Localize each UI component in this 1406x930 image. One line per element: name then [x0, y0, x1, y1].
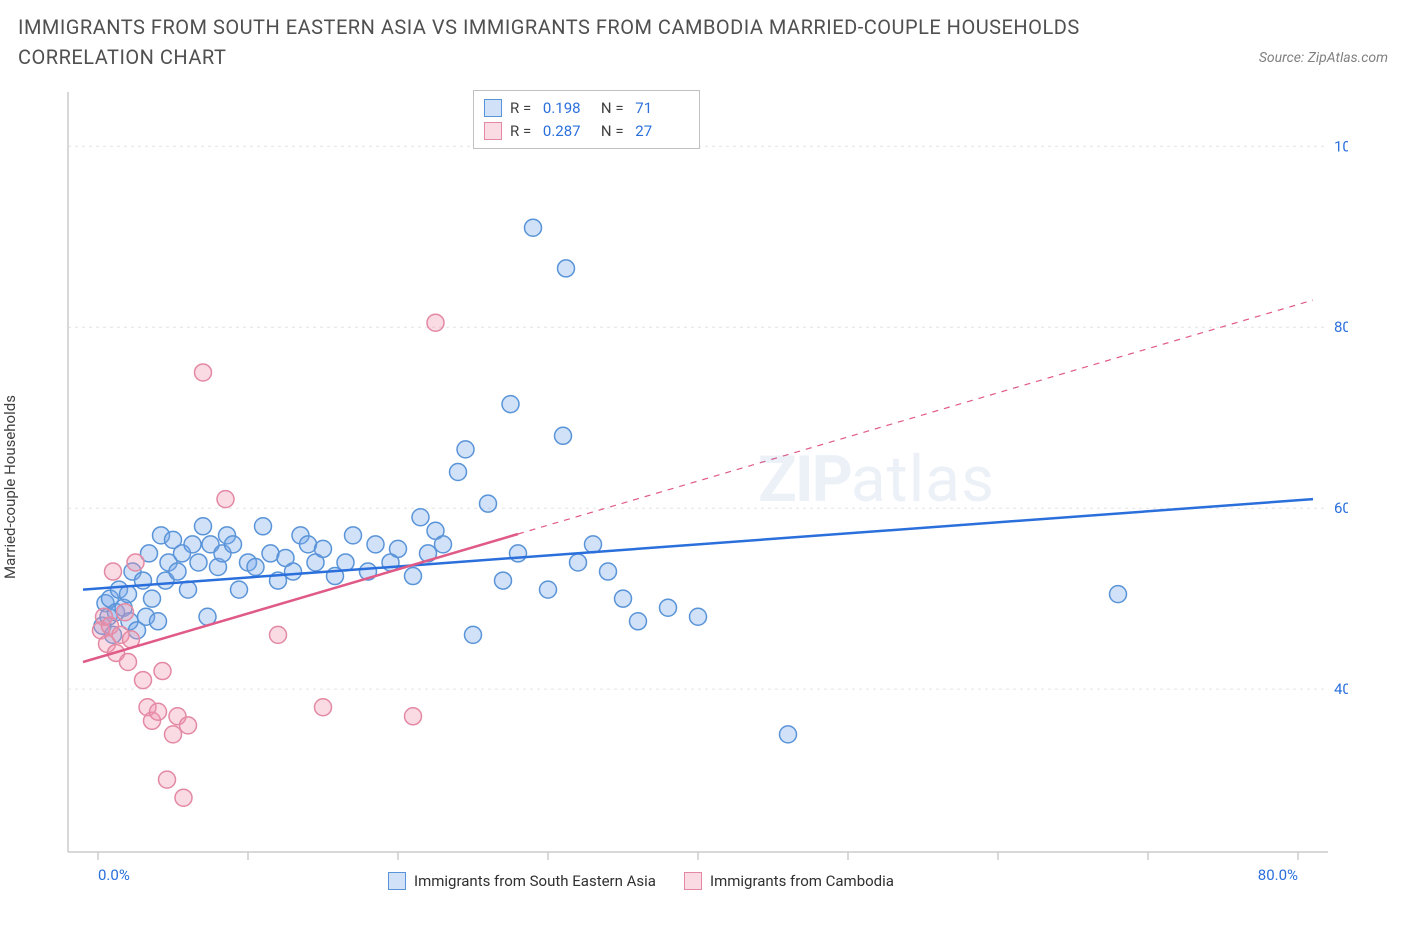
correlation-legend: R = 0.198N = 71R = 0.287N = 27	[473, 90, 700, 149]
chart-title: IMMIGRANTS FROM SOUTH EASTERN ASIA VS IM…	[18, 12, 1138, 72]
svg-text:60.0%: 60.0%	[1334, 499, 1348, 517]
series-legend: Immigrants from South Eastern Asia Immigr…	[388, 872, 894, 890]
series-legend-item: Immigrants from South Eastern Asia	[388, 872, 656, 890]
y-axis-label: Married-couple Households	[1, 395, 19, 579]
series-legend-item: Immigrants from Cambodia	[684, 872, 894, 890]
chart-container: Married-couple Households 40.0%60.0%80.0…	[18, 82, 1388, 892]
svg-text:80.0%: 80.0%	[1334, 318, 1348, 336]
svg-text:0.0%: 0.0%	[98, 866, 130, 884]
scatter-chart: 40.0% 60.0% 80.0% 100.0% 0.0% 80.0%	[18, 82, 1348, 892]
svg-text:80.0%: 80.0%	[1258, 866, 1298, 884]
legend-row: R = 0.198N = 71	[484, 97, 685, 120]
legend-row: R = 0.287N = 27	[484, 120, 685, 143]
svg-text:40.0%: 40.0%	[1334, 680, 1348, 698]
svg-text:100.0%: 100.0%	[1334, 137, 1348, 155]
source-label: Source: ZipAtlas.com	[1259, 50, 1388, 72]
